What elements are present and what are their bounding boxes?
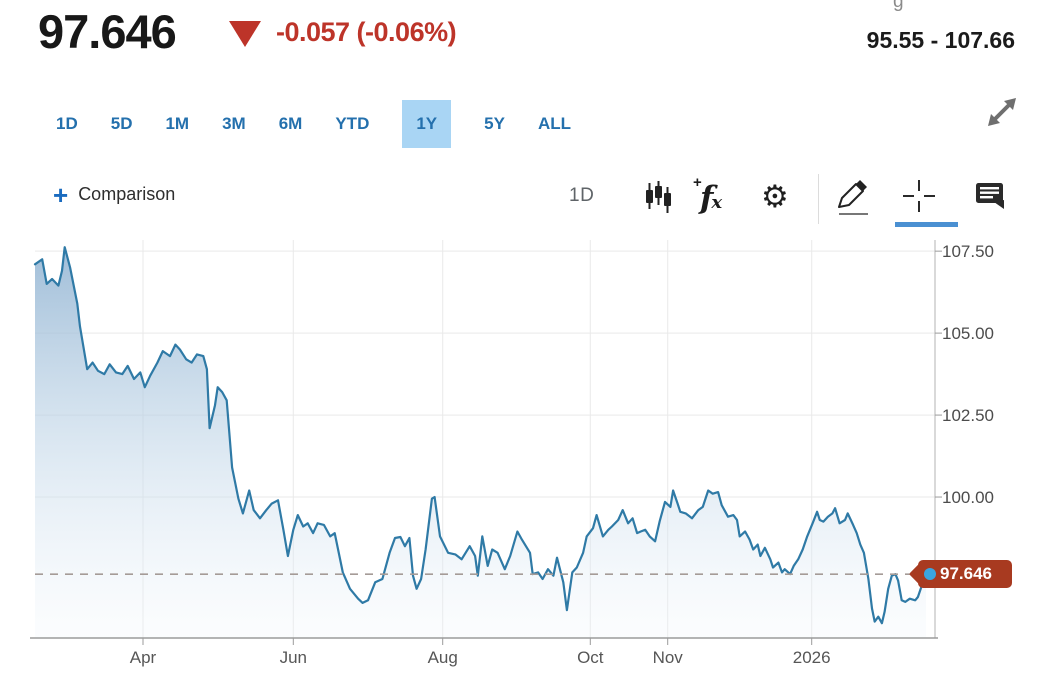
- x-axis-label: 2026: [792, 648, 831, 667]
- chart-plot-area[interactable]: [30, 240, 950, 652]
- crosshair-icon: [903, 180, 935, 212]
- range-tab-all[interactable]: ALL: [537, 114, 571, 133]
- draw-pencil-icon: [838, 180, 868, 215]
- x-axis-label: Oct: [577, 648, 604, 667]
- x-axis[interactable]: Apr Jun Aug Oct Nov 2026: [0, 648, 1044, 674]
- candlestick-chart-icon: [646, 181, 671, 213]
- range-tab-5d[interactable]: 5D: [110, 114, 133, 133]
- y-axis-label: 107.50: [942, 242, 994, 262]
- range-tabs: 1D 5D 1M 3M 6M YTD 1Y 5Y ALL: [56, 100, 571, 148]
- chart-settings-button[interactable]: ⚙: [761, 182, 789, 213]
- price-range: 95.55 - 107.66: [866, 27, 1015, 53]
- x-axis-label: Jun: [279, 648, 307, 667]
- range-tab-1m[interactable]: 1M: [165, 114, 190, 133]
- settings-gear-icon: ⚙: [761, 179, 789, 215]
- x-axis-label: Nov: [652, 648, 683, 667]
- price-area-chart: [30, 240, 942, 645]
- range-tab-1y[interactable]: 1Y: [402, 100, 452, 148]
- range-tab-1d[interactable]: 1D: [56, 114, 78, 133]
- y-axis-label: 100.00: [942, 488, 994, 508]
- last-price: 97.646: [38, 5, 177, 58]
- y-axis[interactable]: 107.50 105.00 102.50 100.00: [942, 240, 1042, 640]
- x-axis-label: Apr: [129, 648, 157, 667]
- interval-selector[interactable]: 1D: [569, 185, 595, 206]
- active-tool-indicator: [895, 222, 958, 227]
- indicators-fx-icon: + fx: [693, 174, 723, 216]
- indicators-button[interactable]: + fx: [693, 174, 723, 216]
- chart-toolbar: + Comparison 1D + fx ⚙: [0, 170, 1044, 232]
- y-axis-label: 102.50: [942, 406, 994, 426]
- clipped-range-label: g: [893, 0, 904, 12]
- comments-button[interactable]: [975, 182, 1006, 210]
- add-comparison-button[interactable]: + Comparison: [53, 179, 176, 210]
- drawing-tools-button[interactable]: [834, 176, 870, 218]
- area-fill: [35, 247, 926, 638]
- last-price-tag-value: 97.646: [940, 564, 992, 584]
- comments-icon: [976, 183, 1004, 209]
- chart-type-button[interactable]: [643, 180, 673, 214]
- last-point-dot-icon: [924, 568, 936, 581]
- triangle-down-icon: [229, 21, 261, 47]
- crosshair-tool-button[interactable]: [901, 178, 937, 214]
- last-price-tag: 97.646: [918, 560, 1012, 589]
- toolbar-divider: [818, 174, 819, 224]
- price-change: -0.057 (-0.06%): [276, 17, 457, 47]
- range-tab-5y[interactable]: 5Y: [484, 114, 505, 133]
- range-tab-3m[interactable]: 3M: [222, 114, 246, 133]
- plus-icon: +: [53, 179, 69, 210]
- expand-chart-button[interactable]: [982, 92, 1022, 132]
- range-tab-6m[interactable]: 6M: [278, 114, 303, 133]
- y-axis-label: 105.00: [942, 324, 994, 344]
- comparison-label: Comparison: [78, 184, 176, 204]
- x-axis-label: Aug: [427, 648, 458, 667]
- expand-icon: [988, 98, 1016, 126]
- range-tab-ytd[interactable]: YTD: [335, 114, 370, 133]
- price-line: [33, 246, 928, 625]
